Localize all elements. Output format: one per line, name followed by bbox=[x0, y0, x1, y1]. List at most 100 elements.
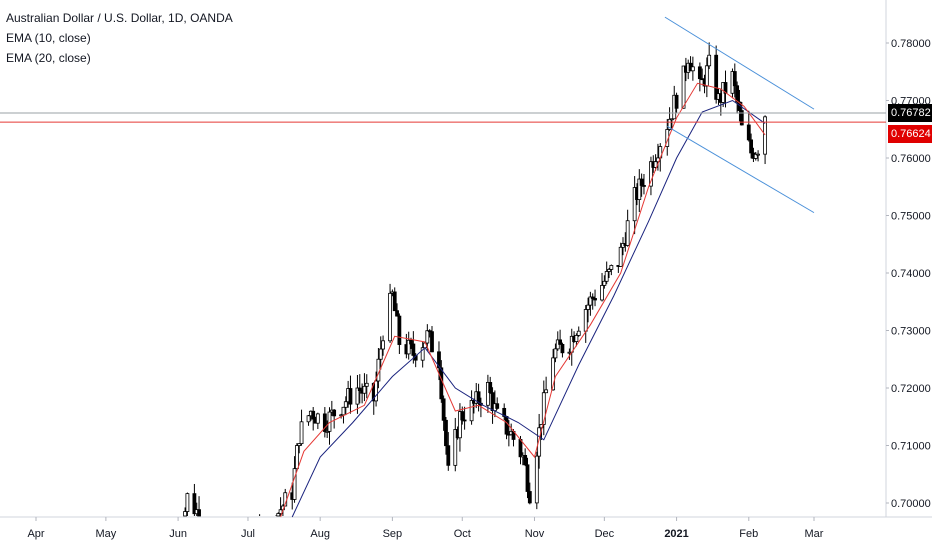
candle-body bbox=[553, 348, 558, 359]
price-tick-label: 0.74000 bbox=[891, 268, 931, 280]
candle-body bbox=[381, 340, 385, 350]
candle-body bbox=[306, 415, 311, 423]
grid bbox=[0, 0, 932, 518]
candle-body bbox=[714, 54, 719, 100]
candle-body bbox=[441, 398, 446, 421]
candle-body bbox=[593, 298, 597, 301]
candle-body bbox=[704, 65, 709, 87]
candle-body bbox=[311, 410, 316, 420]
channel-lower-line[interactable] bbox=[666, 125, 815, 214]
time-axis[interactable]: Apr May Jun Jul Aug Sep Oct Nov Dec 2021 Feb Mar bbox=[27, 517, 824, 540]
candle-body bbox=[406, 339, 411, 355]
ema10-legend[interactable]: EMA (10, close) bbox=[6, 31, 91, 45]
candle-body bbox=[395, 310, 399, 317]
candle-body bbox=[297, 443, 302, 446]
candle-body bbox=[374, 380, 378, 402]
ema-10-line bbox=[280, 82, 766, 518]
candle-body bbox=[560, 343, 565, 354]
candle-body bbox=[763, 116, 767, 155]
candle-body bbox=[602, 280, 607, 286]
candle-body bbox=[276, 513, 281, 517]
candle-body bbox=[322, 413, 327, 432]
candle-body bbox=[357, 387, 362, 391]
candle-body bbox=[292, 468, 297, 500]
candle-body bbox=[632, 187, 637, 222]
candle-body bbox=[437, 351, 441, 369]
candle-body bbox=[735, 85, 740, 103]
candle-body bbox=[527, 491, 532, 504]
candle-body bbox=[458, 411, 462, 439]
candle-body bbox=[739, 110, 744, 126]
chart-legend: Australian Dollar / U.S. Dollar, 1D, OAN… bbox=[6, 8, 233, 68]
candle-body bbox=[362, 385, 367, 394]
time-tick-label: Aug bbox=[310, 528, 330, 540]
time-tick-label: Sep bbox=[383, 528, 403, 540]
candle-body bbox=[574, 335, 579, 342]
candle-body bbox=[348, 388, 353, 405]
price-tick-label: 0.76000 bbox=[891, 153, 931, 165]
line-price-tag: 0.76624 bbox=[888, 125, 932, 144]
time-tick-label: Jun bbox=[169, 528, 187, 540]
candle-body bbox=[583, 309, 588, 332]
price-tick-label: 0.71000 bbox=[891, 441, 931, 453]
time-tick-label: Apr bbox=[27, 528, 44, 540]
candle-body bbox=[544, 389, 549, 394]
candle-body bbox=[299, 421, 304, 445]
symbol-title[interactable]: Australian Dollar / U.S. Dollar, 1D, OAN… bbox=[6, 11, 233, 25]
candle-body bbox=[625, 220, 630, 246]
candle-body bbox=[523, 455, 528, 466]
candle-body bbox=[183, 511, 187, 517]
price-tick-label: 0.73000 bbox=[891, 326, 931, 338]
candle-body bbox=[576, 330, 581, 336]
candle-body bbox=[732, 71, 737, 87]
candle-body bbox=[420, 347, 425, 361]
candle-body bbox=[392, 291, 397, 312]
last-price-tag: 0.76782 bbox=[888, 104, 932, 123]
price-tick-label: 0.75000 bbox=[891, 211, 931, 223]
candle-body bbox=[488, 382, 493, 394]
candle-body bbox=[600, 285, 604, 301]
candle-body bbox=[639, 178, 644, 186]
candle-body bbox=[756, 153, 760, 156]
candle-body bbox=[588, 296, 593, 306]
candle-body bbox=[339, 414, 344, 417]
candle-body bbox=[355, 387, 360, 405]
candle-body bbox=[746, 124, 751, 141]
candle-body bbox=[674, 94, 679, 109]
candle-body bbox=[518, 439, 523, 458]
candle-body bbox=[723, 82, 728, 94]
candle-body bbox=[697, 66, 702, 80]
candle-body bbox=[197, 509, 201, 517]
candle-body bbox=[476, 391, 481, 404]
price-tick-label: 0.78000 bbox=[891, 38, 931, 50]
candle-body bbox=[753, 153, 758, 159]
candle-body bbox=[681, 65, 686, 109]
candle-body bbox=[439, 367, 444, 400]
time-tick-label: May bbox=[95, 528, 116, 540]
candle-body bbox=[586, 304, 590, 310]
channel-upper-line[interactable] bbox=[664, 16, 815, 110]
candle-body bbox=[460, 411, 465, 421]
time-tick-label: 2021 bbox=[664, 528, 688, 540]
candle-body bbox=[541, 392, 546, 425]
candle-body bbox=[707, 54, 712, 67]
candle-body bbox=[185, 493, 190, 512]
candle-body bbox=[378, 348, 383, 360]
candle-body bbox=[649, 161, 653, 187]
price-tick-label: 0.70000 bbox=[891, 498, 931, 510]
candle-body bbox=[397, 315, 402, 345]
candle-body bbox=[411, 343, 416, 356]
candle-body bbox=[409, 339, 413, 345]
candle-body bbox=[502, 407, 507, 417]
candle-body bbox=[609, 265, 614, 270]
candle-body bbox=[537, 427, 542, 457]
ema20-legend[interactable]: EMA (20, close) bbox=[6, 51, 91, 65]
candle-body bbox=[534, 455, 539, 504]
candle-body bbox=[427, 330, 432, 333]
ema-20-line bbox=[291, 99, 766, 518]
candle-body bbox=[446, 445, 451, 466]
candle-body bbox=[453, 429, 458, 466]
time-tick-label: Dec bbox=[595, 528, 615, 540]
price-tick-label: 0.72000 bbox=[891, 383, 931, 395]
